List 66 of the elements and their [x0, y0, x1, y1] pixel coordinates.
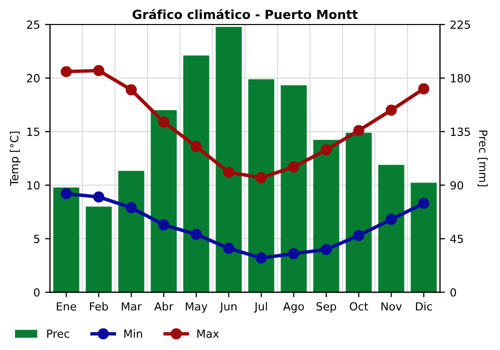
point — [320, 144, 332, 156]
bar — [150, 110, 177, 292]
x-tick-label: Dic — [416, 302, 432, 311]
y-tick-label: 0 — [34, 288, 40, 297]
point — [158, 219, 170, 230]
x-tick-label: Ago — [283, 302, 304, 313]
point — [386, 104, 397, 116]
bar — [183, 55, 210, 292]
bar — [378, 164, 404, 292]
x-tick-label: Jul — [254, 302, 267, 313]
point — [158, 116, 170, 128]
legend-label: Prec — [47, 330, 70, 338]
point — [223, 242, 234, 254]
bar — [346, 132, 372, 292]
x-tick-label: Abr — [154, 302, 174, 311]
y-axis-title: Temp [°C] — [10, 132, 21, 186]
bar — [410, 182, 437, 292]
point — [256, 252, 267, 264]
point — [223, 166, 234, 178]
point — [190, 141, 202, 152]
point — [418, 198, 430, 209]
y-tick-label: 10 — [27, 181, 40, 190]
point — [320, 244, 332, 255]
point — [126, 202, 137, 214]
y2-axis-title: Prec [mm] — [478, 130, 488, 186]
point — [60, 66, 72, 78]
point — [93, 191, 104, 202]
y2-tick-label: 45 — [450, 234, 463, 244]
point — [288, 161, 300, 172]
legend-label: Min — [124, 329, 142, 338]
y-tick-label: 20 — [26, 74, 40, 82]
point — [93, 64, 104, 76]
x-tick-label: Sep — [316, 302, 336, 313]
point — [353, 124, 364, 136]
chart-title: Gráfico climático - Puerto Montt — [132, 8, 358, 20]
x-tick-label: Nov — [381, 302, 402, 311]
point — [386, 214, 397, 225]
x-tick-label: Mar — [122, 302, 142, 311]
point — [353, 230, 364, 242]
point — [60, 188, 72, 200]
point — [288, 248, 300, 260]
x-tick-label: Ene — [56, 302, 76, 311]
x-tick-label: Jun — [219, 302, 236, 313]
y-tick-label: 15 — [27, 128, 40, 136]
y2-tick-label: 135 — [450, 128, 470, 136]
point — [256, 172, 267, 184]
x-tick-label: Feb — [90, 302, 108, 311]
legend-label: Max — [197, 330, 219, 338]
y2-tick-label: 180 — [450, 74, 470, 82]
x-tick-label: Oct — [350, 302, 368, 311]
y2-tick-label: 225 — [450, 20, 470, 29]
point — [190, 228, 202, 240]
bar — [248, 79, 274, 292]
bar — [313, 140, 340, 292]
y-tick-label: 5 — [34, 234, 40, 244]
point — [126, 84, 137, 96]
bar — [280, 85, 307, 292]
y2-tick-label: 0 — [450, 288, 456, 297]
y-tick-label: 25 — [26, 20, 40, 29]
bar — [53, 188, 80, 292]
x-tick-label: May — [186, 302, 208, 313]
y2-tick-label: 90 — [450, 181, 464, 190]
bar — [216, 26, 242, 292]
bar — [86, 206, 112, 292]
bar — [118, 170, 144, 292]
point — [418, 83, 430, 94]
